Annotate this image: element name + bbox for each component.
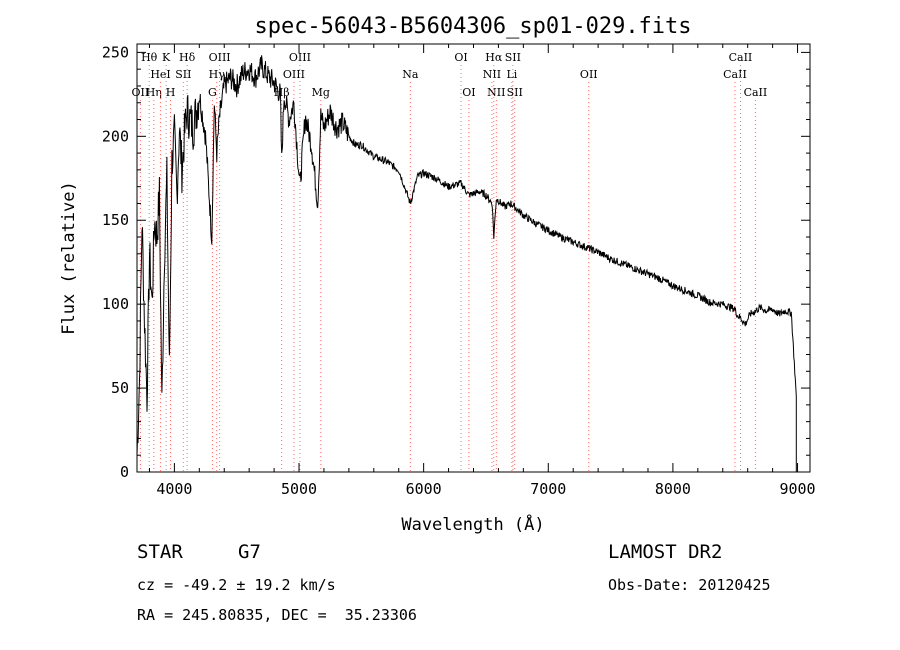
y-axis-label: Flux (relative)	[59, 181, 79, 335]
line-marker-label: SII	[507, 86, 523, 99]
line-marker-label: G	[208, 86, 217, 99]
object-subclass: G7	[238, 541, 261, 563]
y-tick-label: 200	[102, 127, 129, 145]
x-tick-label: 4000	[156, 480, 192, 498]
line-marker-label: Hβ	[274, 86, 290, 99]
line-marker-label: OIII	[209, 51, 231, 64]
line-marker-label: Mg	[312, 86, 330, 99]
line-marker-label: Hα	[485, 51, 503, 64]
line-marker-label: HeI	[150, 68, 170, 81]
line-marker-label: Hδ	[179, 51, 196, 64]
obs-date: Obs-Date: 20120425	[608, 576, 771, 594]
x-tick-label: 9000	[779, 480, 815, 498]
x-tick-label: 5000	[281, 480, 317, 498]
line-marker-label: OI	[462, 86, 475, 99]
line-marker-label: Na	[402, 68, 419, 81]
line-marker-label: H	[166, 86, 176, 99]
plot-frame	[136, 43, 811, 473]
object-class: STAR	[137, 541, 183, 563]
line-marker-label: NII	[487, 86, 505, 99]
spectrum-line	[136, 55, 797, 472]
line-marker-label: OII	[580, 68, 598, 81]
coordinates: RA = 245.80835, DEC = 35.23306	[137, 606, 417, 624]
line-marker-label: NII	[483, 68, 501, 81]
x-tick-label: 7000	[530, 480, 566, 498]
line-marker-label: OII	[132, 86, 150, 99]
y-tick-label: 100	[102, 295, 129, 313]
y-tick-label: 250	[102, 43, 129, 61]
line-marker-label: OIII	[289, 51, 311, 64]
survey-name: LAMOST DR2	[608, 541, 723, 563]
chart-title: spec-56043-B5604306_sp01-029.fits	[254, 14, 691, 39]
line-marker-label: Hθ	[141, 51, 158, 64]
line-marker-label: OIII	[283, 68, 305, 81]
line-marker-label: Hη	[146, 86, 162, 99]
x-tick-label: 8000	[655, 480, 691, 498]
line-marker-label: K	[162, 51, 171, 64]
y-tick-label: 0	[120, 463, 129, 481]
x-tick-label: 6000	[406, 480, 442, 498]
line-marker-label: SII	[175, 68, 191, 81]
line-marker-label: SII	[505, 51, 521, 64]
y-tick-label: 150	[102, 211, 129, 229]
x-axis-label: Wavelength (Å)	[401, 513, 544, 535]
line-marker-label: OI	[454, 51, 467, 64]
line-marker-label: Hγ	[209, 68, 226, 81]
line-marker-label: Li	[506, 68, 517, 81]
redshift-text: cz = -49.2 ± 19.2 km/s	[137, 576, 336, 594]
line-marker-label: CaII	[729, 51, 753, 64]
y-tick-label: 50	[111, 379, 129, 397]
line-marker-label: CaII	[744, 86, 768, 99]
line-marker-label: CaII	[723, 68, 747, 81]
